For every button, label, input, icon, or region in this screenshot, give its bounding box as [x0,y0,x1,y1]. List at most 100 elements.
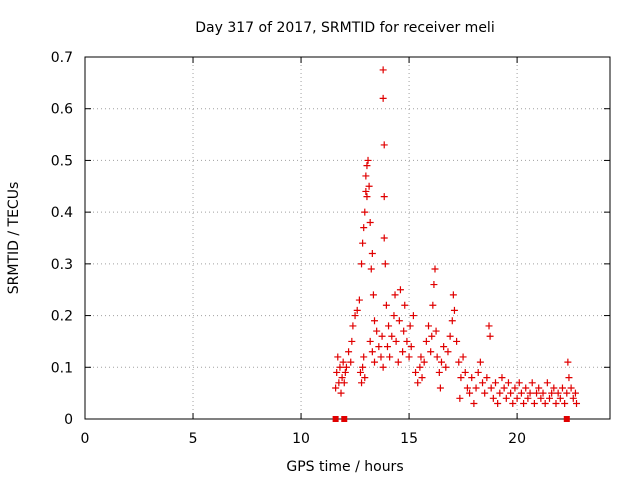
y-tick-label: 0.7 [51,50,73,66]
data-point [487,384,495,392]
data-point [435,368,443,376]
data-point [341,416,348,422]
data-point [333,368,341,376]
data-point [356,368,364,376]
data-point [453,337,461,345]
data-point [396,286,404,294]
data-point [401,301,409,309]
data-point [543,379,551,387]
data-point [457,374,465,382]
data-point [414,379,422,387]
data-point [448,317,456,325]
data-point [363,162,371,170]
data-point [491,379,499,387]
data-point [558,384,566,392]
data-point [513,394,521,402]
data-point [461,368,469,376]
data-point [332,416,339,422]
data-point [422,337,430,345]
data-point [429,301,437,309]
data-point [537,394,545,402]
data-point [502,394,510,402]
data-point [403,337,411,345]
data-point [515,379,523,387]
data-point [342,363,350,371]
data-point [425,322,433,330]
y-tick-label: 0.5 [51,153,73,169]
data-point [449,291,457,299]
data-point [470,399,478,407]
data-point [365,182,373,190]
x-tick-label: 10 [292,431,310,447]
data-point [504,379,512,387]
y-tick-label: 0.2 [51,309,73,325]
data-point [571,389,579,397]
data-points [332,66,581,422]
data-point [552,399,560,407]
data-point [418,374,426,382]
data-point [405,353,413,361]
data-point [363,193,371,201]
x-tick-label: 0 [81,431,90,447]
data-point [530,399,538,407]
data-point [407,343,415,351]
data-point [369,291,377,299]
data-point [511,384,519,392]
data-point [355,296,363,304]
data-point [359,363,367,371]
data-point [358,379,366,387]
data-point [340,379,348,387]
data-point [388,332,396,340]
data-point [360,353,368,361]
data-point [347,358,355,366]
tick-layer: 0 5 10 15 20 0 0.1 0.2 0.3 0.4 0.5 0.6 0.7 [51,50,610,447]
data-point [526,389,534,397]
data-point [436,384,444,392]
data-point [485,322,493,330]
data-point [509,399,517,407]
data-point [456,394,464,402]
data-point [541,399,549,407]
data-point [362,172,370,180]
data-point [349,322,357,330]
data-point [381,260,389,268]
data-point [481,389,489,397]
data-point [395,317,403,325]
data-point [463,384,471,392]
data-point [337,389,345,397]
data-point [377,353,385,361]
data-point [450,306,458,314]
data-point [362,187,370,195]
data-point [409,312,417,320]
data-point [573,399,581,407]
data-point [371,358,379,366]
data-point [563,416,570,422]
data-point [382,301,390,309]
data-point [380,234,388,242]
x-tick-label: 5 [189,431,198,447]
data-point [528,379,536,387]
data-point [569,394,577,402]
data-point [400,327,408,335]
data-point [507,389,515,397]
data-point [474,368,482,376]
data-point [432,327,440,335]
y-tick-label: 0.3 [51,257,73,273]
data-point [361,374,369,382]
data-point [479,379,487,387]
data-point [366,218,374,226]
data-point [417,353,425,361]
data-point [546,394,554,402]
data-point [391,291,399,299]
grid-layer [85,57,610,419]
data-point [483,374,491,382]
data-point [361,208,369,216]
data-point [416,363,424,371]
data-point [364,156,372,164]
y-tick-label: 0 [64,412,73,428]
data-point [392,337,400,345]
data-point [394,358,402,366]
data-point [371,317,379,325]
data-point [334,353,342,361]
data-point [379,94,387,102]
